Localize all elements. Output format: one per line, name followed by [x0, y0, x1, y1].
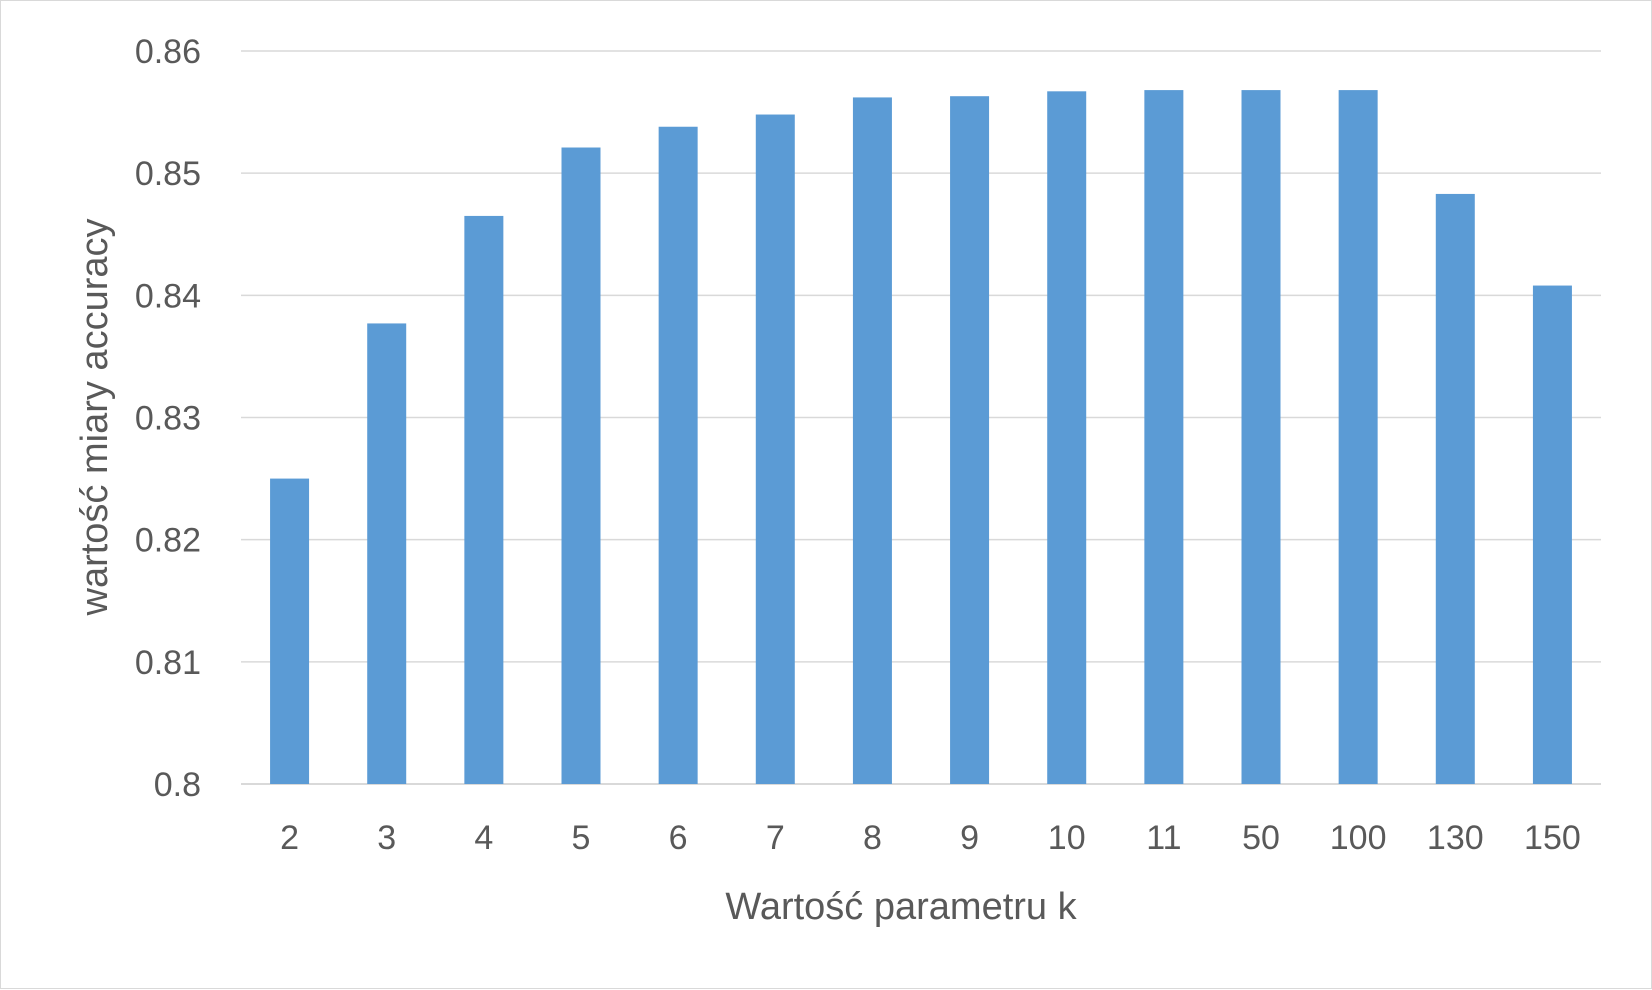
bar-k-5: [561, 147, 601, 785]
x-tick-label: 7: [766, 819, 785, 857]
x-tick-label: 3: [377, 819, 396, 857]
gridlines: [241, 50, 1601, 785]
x-tick-label: 50: [1242, 819, 1280, 857]
y-tick-label: 0.82: [135, 522, 201, 560]
x-tick-label: 5: [572, 819, 591, 857]
x-axis-title: Wartość parametru k: [725, 886, 1077, 928]
x-tick-label: 8: [863, 819, 882, 857]
bar-k-8: [852, 97, 892, 784]
y-tick-label: 0.86: [135, 33, 201, 71]
bar-k-50: [1241, 90, 1281, 785]
x-tick-label: 150: [1524, 819, 1581, 857]
y-tick-labels: 0.8 0.81 0.82 0.83 0.84 0.85 0.86: [135, 33, 201, 804]
y-tick-label: 0.84: [135, 277, 201, 315]
x-tick-label: 10: [1048, 819, 1086, 857]
y-axis-title: wartość miary accuracy: [74, 219, 116, 617]
y-tick-label: 0.8: [154, 766, 201, 804]
bar-k-11: [1144, 90, 1184, 785]
bar-k-150: [1532, 285, 1572, 784]
bars: [270, 90, 1572, 785]
bar-k-10: [1047, 91, 1087, 784]
x-tick-label: 100: [1330, 819, 1387, 857]
y-tick-label: 0.85: [135, 155, 201, 193]
y-tick-label: 0.83: [135, 400, 201, 438]
bar-k-2: [270, 478, 310, 784]
x-tick-label: 6: [669, 819, 688, 857]
x-tick-label: 130: [1427, 819, 1484, 857]
bar-k-6: [658, 126, 698, 784]
y-tick-label: 0.81: [135, 644, 201, 682]
bar-k-7: [755, 114, 795, 784]
bar-k-100: [1338, 90, 1378, 785]
bar-k-3: [367, 323, 407, 784]
x-tick-labels: 2 3 4 5 6 7 8 9 10 11 50 100 130 150: [280, 819, 1581, 857]
x-tick-label: 4: [474, 819, 493, 857]
bar-k-9: [950, 96, 990, 785]
bar-k-4: [464, 215, 504, 785]
x-tick-label: 11: [1146, 819, 1181, 857]
x-tick-label: 2: [280, 819, 299, 857]
x-tick-label: 9: [960, 819, 979, 857]
bar-k-130: [1435, 193, 1475, 784]
